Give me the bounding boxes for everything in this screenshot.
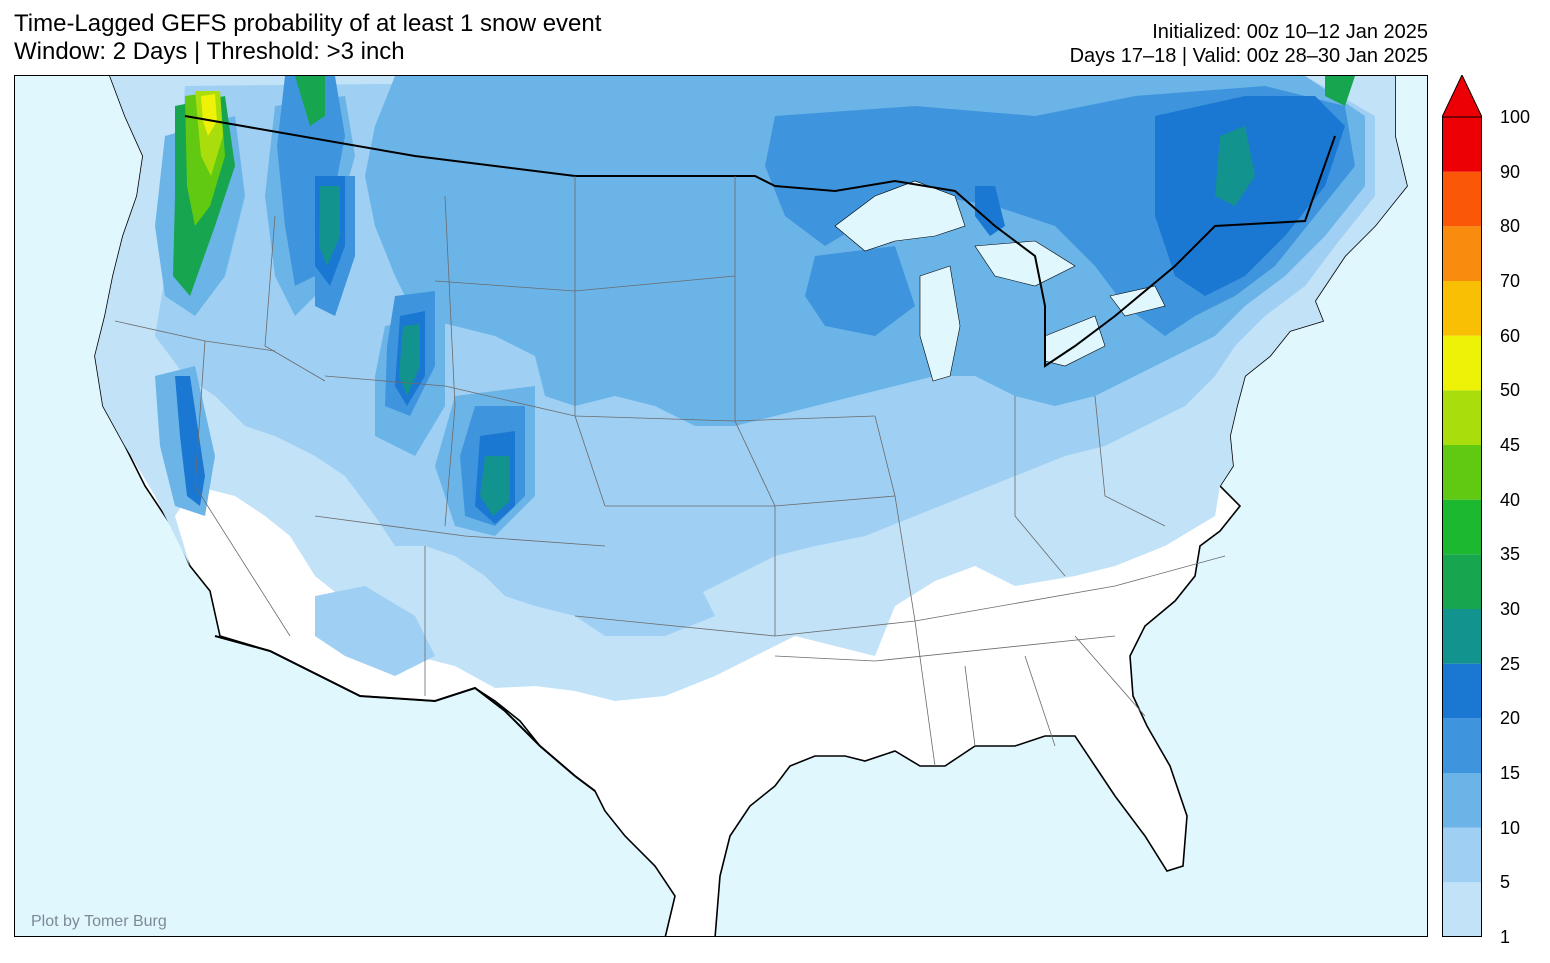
credit-text: Plot by Tomer Burg xyxy=(31,913,167,930)
colorbar-swatch-35 xyxy=(1442,499,1482,555)
colorbar-swatch-60 xyxy=(1442,281,1482,336)
colorbar-swatch-1 xyxy=(1442,882,1482,937)
valid-text: Days 17–18 | Valid: 00z 28–30 Jan 2025 xyxy=(1069,45,1428,67)
state-lines xyxy=(114,176,1226,767)
title-line-1: Time-Lagged GEFS probability of at least… xyxy=(14,10,602,37)
colorbar-label-70: 70 xyxy=(1500,271,1521,291)
snow-probability-map: Plot by Tomer Burg xyxy=(14,75,1428,937)
colorbar-swatch-15 xyxy=(1442,718,1482,773)
prob-band-25 xyxy=(319,126,1255,516)
colorbar-label-40: 40 xyxy=(1500,489,1521,510)
colorbar-label-90: 90 xyxy=(1500,161,1521,182)
mexico-border xyxy=(214,635,596,792)
colorbar-swatch-90 xyxy=(1442,117,1482,172)
colorbar-label-100: 100 xyxy=(1500,107,1531,127)
colorbar-label-20: 20 xyxy=(1500,708,1521,729)
colorbar-label-25: 25 xyxy=(1500,653,1521,674)
map-title: Time-Lagged GEFS probability of at least… xyxy=(14,10,601,66)
colorbar-label-45: 45 xyxy=(1500,435,1521,455)
colorbar-swatch-50 xyxy=(1442,335,1482,391)
colorbar-label-50: 50 xyxy=(1500,380,1521,401)
colorbar-swatch-80 xyxy=(1442,171,1482,227)
colorbar-label-35: 35 xyxy=(1500,544,1521,565)
colorbar-swatch-30 xyxy=(1442,554,1482,609)
colorbar-label-5: 5 xyxy=(1500,872,1511,893)
run-info: Initialized: 00z 10–12 Jan 2025 Days 17–… xyxy=(1070,20,1428,68)
colorbar-swatches xyxy=(1442,75,1482,937)
colorbar-extend-arrow xyxy=(1442,75,1482,118)
colorbar xyxy=(1442,75,1482,937)
initialized-text: Initialized: 00z 10–12 Jan 2025 xyxy=(1152,21,1428,43)
colorbar-swatch-70 xyxy=(1442,226,1482,281)
title-line-2: Window: 2 Days | Threshold: >3 inch xyxy=(14,38,405,65)
great-lakes xyxy=(834,180,1166,382)
colorbar-swatch-10 xyxy=(1442,773,1482,828)
colorbar-label-1: 1 xyxy=(1500,927,1511,947)
map-canvas: Plot by Tomer Burg xyxy=(31,76,1408,936)
colorbar-swatch-25 xyxy=(1442,609,1482,664)
colorbar-swatch-45 xyxy=(1442,390,1482,445)
colorbar-swatch-40 xyxy=(1442,445,1482,500)
colorbar-label-15: 15 xyxy=(1500,763,1521,783)
prob-band-50 xyxy=(201,94,217,136)
colorbar-label-30: 30 xyxy=(1500,599,1521,619)
colorbar-label-10: 10 xyxy=(1500,817,1521,838)
international-border xyxy=(184,115,1336,368)
colorbar-swatch-5 xyxy=(1442,827,1482,883)
colorbar-label-80: 80 xyxy=(1500,216,1521,237)
colorbar-label-60: 60 xyxy=(1500,325,1521,346)
colorbar-swatch-20 xyxy=(1442,663,1482,719)
